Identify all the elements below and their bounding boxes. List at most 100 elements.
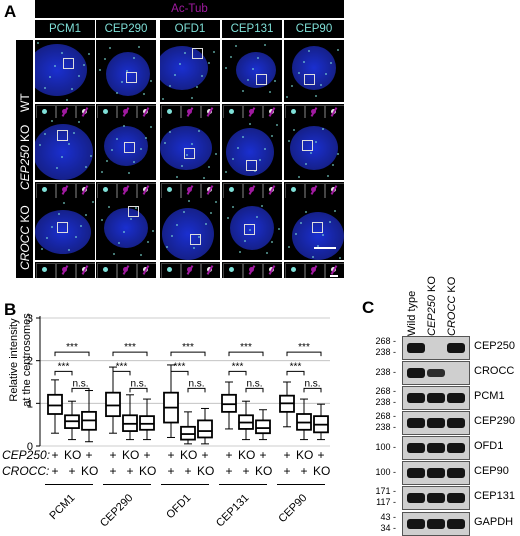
marker-speck bbox=[121, 81, 123, 83]
inset-signal bbox=[229, 187, 234, 192]
marker-speck bbox=[135, 207, 137, 209]
sig-label-ns: n.s. bbox=[188, 378, 204, 389]
marker-speck bbox=[317, 245, 319, 247]
marker-speck bbox=[256, 216, 258, 218]
protein-label-cep131: CEP131 bbox=[474, 490, 515, 502]
band bbox=[407, 368, 425, 378]
row-suffix: KO bbox=[18, 205, 32, 226]
nucleus bbox=[226, 128, 274, 176]
blot-strip-cep131 bbox=[402, 486, 470, 510]
column-header-cep290: CEP290 bbox=[96, 20, 156, 38]
mw-marker: 238 - bbox=[375, 397, 396, 407]
genotype-marker: + bbox=[225, 464, 233, 478]
sig-bracket bbox=[303, 387, 322, 393]
group-underline bbox=[45, 484, 93, 485]
band bbox=[407, 468, 425, 478]
marker-speck bbox=[41, 248, 43, 250]
genotype-marker: + bbox=[167, 464, 175, 478]
band bbox=[427, 418, 445, 428]
sig-bracket bbox=[170, 351, 206, 357]
protein-label-crocc: CROCC bbox=[474, 365, 515, 377]
marker-speck bbox=[51, 120, 53, 122]
marker-speck bbox=[330, 62, 332, 64]
box-plot: 0123******n.s.******n.s.******n.s.******… bbox=[27, 313, 330, 453]
band bbox=[407, 343, 425, 353]
nucleus bbox=[230, 206, 274, 250]
genotype-marker: + bbox=[167, 448, 175, 462]
zoom-box bbox=[57, 130, 68, 141]
inset-frame bbox=[243, 183, 263, 198]
genotype-marker: KO bbox=[122, 448, 140, 462]
zoom-box bbox=[302, 140, 313, 151]
band bbox=[407, 493, 425, 503]
genotype-marker: KO bbox=[180, 448, 198, 462]
marker-speck bbox=[274, 80, 276, 82]
sig-label-strong: *** bbox=[174, 361, 186, 372]
micrograph-cell bbox=[96, 118, 156, 180]
marker-speck bbox=[78, 121, 80, 123]
marker-speck bbox=[288, 246, 290, 248]
genotype-marker: KO bbox=[296, 448, 314, 462]
micrograph-cell bbox=[160, 118, 220, 180]
lane-label-1: CEP250 KO bbox=[426, 276, 438, 336]
sig-label-ns: n.s. bbox=[246, 378, 262, 389]
marker-speck bbox=[130, 218, 132, 220]
nucleus bbox=[162, 208, 214, 260]
marker-speck bbox=[191, 97, 193, 99]
marker-speck bbox=[123, 231, 125, 233]
inset-signal bbox=[291, 109, 296, 114]
sig-label-strong: *** bbox=[290, 361, 302, 372]
row-label-0: WT bbox=[18, 93, 32, 112]
band bbox=[407, 418, 425, 428]
marker-speck bbox=[329, 221, 331, 223]
zoom-box bbox=[246, 160, 257, 171]
inset-frame bbox=[56, 105, 76, 120]
lane-label-2: CROCC KO bbox=[446, 277, 458, 336]
inset-frame bbox=[117, 105, 137, 120]
inset-strip bbox=[222, 182, 282, 198]
blot-strip-cep90 bbox=[402, 461, 470, 485]
marker-speck bbox=[184, 52, 186, 54]
inset-signal bbox=[167, 267, 172, 272]
genotype-marker: + bbox=[283, 448, 291, 462]
marker-speck bbox=[61, 52, 63, 54]
inset-frame bbox=[305, 183, 325, 198]
inset-frame bbox=[263, 105, 282, 120]
nucleus bbox=[292, 212, 344, 260]
inset-scale-bar bbox=[330, 275, 338, 277]
inset-frame bbox=[325, 105, 344, 120]
nucleus bbox=[104, 208, 148, 248]
zoom-box bbox=[57, 222, 68, 233]
inset-strip bbox=[284, 104, 344, 120]
mw-marker: 268 - bbox=[375, 336, 396, 346]
lane-suffix: KO bbox=[446, 276, 458, 296]
marker-speck bbox=[305, 211, 307, 213]
marker-speck bbox=[247, 79, 249, 81]
ac-tub-label: Ac-Tub bbox=[35, 0, 344, 18]
nucleus bbox=[106, 52, 150, 96]
marker-speck bbox=[106, 160, 108, 162]
sig-bracket bbox=[187, 387, 206, 393]
panel-c-letter: C bbox=[362, 298, 375, 317]
marker-speck bbox=[291, 85, 293, 87]
inset-strip bbox=[284, 262, 344, 278]
inset-frame bbox=[97, 183, 117, 198]
band bbox=[407, 519, 425, 529]
marker-speck bbox=[51, 226, 53, 228]
inset-frame bbox=[223, 263, 243, 278]
marker-speck bbox=[54, 65, 56, 67]
marker-speck bbox=[111, 149, 113, 151]
marker-speck bbox=[80, 225, 82, 227]
sig-bracket bbox=[54, 370, 73, 376]
sig-label-strong: *** bbox=[58, 361, 70, 372]
marker-speck bbox=[298, 176, 300, 178]
mw-marker: 117 - bbox=[376, 497, 396, 507]
sig-label-strong: *** bbox=[124, 342, 136, 353]
marker-speck bbox=[39, 144, 41, 146]
marker-speck bbox=[252, 68, 254, 70]
marker-speck bbox=[104, 58, 106, 60]
box bbox=[47, 393, 63, 415]
mw-marker: 34 - bbox=[380, 523, 396, 533]
inset-signal bbox=[103, 267, 108, 272]
marker-speck bbox=[266, 252, 268, 254]
